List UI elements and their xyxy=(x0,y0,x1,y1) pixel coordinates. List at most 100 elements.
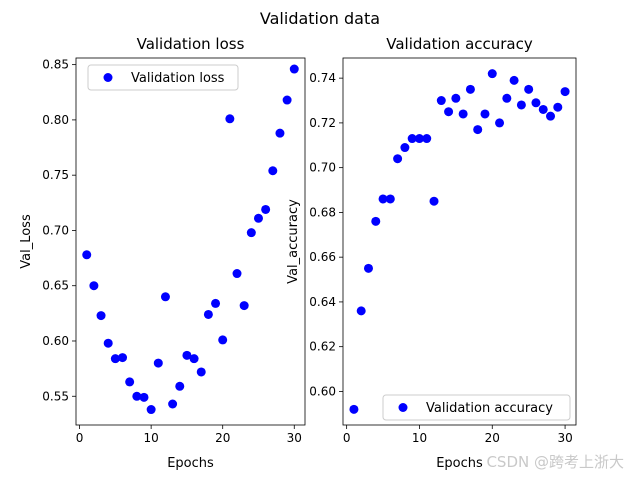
data-point xyxy=(502,93,512,103)
validation-loss-panel: Validation loss 0 10 20 30 0.55 0.60 0.65 0.70 0.… xyxy=(19,35,306,471)
x-tick-label: 30 xyxy=(557,431,572,445)
y-tick-label: 0.70 xyxy=(309,161,336,175)
y-tick-label: 0.60 xyxy=(42,334,69,348)
data-point xyxy=(275,128,285,138)
data-point xyxy=(356,306,366,316)
data-point xyxy=(225,114,235,124)
data-point xyxy=(465,84,475,94)
data-point xyxy=(168,399,178,409)
watermark-text: CSDN @跨考上浙大 xyxy=(486,453,624,471)
y-tick-label: 0.66 xyxy=(309,250,336,264)
data-point xyxy=(509,75,519,85)
data-point xyxy=(246,228,256,238)
data-point xyxy=(82,250,92,260)
data-point xyxy=(96,311,106,321)
data-point xyxy=(110,354,120,364)
data-point xyxy=(371,216,381,226)
data-point xyxy=(89,281,99,291)
data-point xyxy=(436,96,446,106)
axes-frame xyxy=(342,57,577,426)
legend-marker xyxy=(103,73,113,82)
data-point xyxy=(553,102,563,112)
data-point xyxy=(363,263,373,273)
chart-title: Validation loss xyxy=(137,35,245,53)
data-point xyxy=(546,111,556,121)
data-point xyxy=(480,109,490,119)
data-point xyxy=(103,338,113,348)
x-tick-label: 20 xyxy=(485,431,500,445)
data-point xyxy=(378,194,388,204)
data-point xyxy=(516,100,526,110)
x-tick-label: 0 xyxy=(76,431,84,445)
y-tick-label: 0.65 xyxy=(42,279,69,293)
x-tick-label: 30 xyxy=(287,431,302,445)
legend-label: Validation loss xyxy=(131,71,225,86)
data-point xyxy=(125,377,135,387)
y-tick-label: 0.64 xyxy=(309,295,336,309)
data-point xyxy=(531,98,541,108)
y-tick-label: 0.85 xyxy=(42,58,69,72)
data-point xyxy=(175,381,185,391)
data-point xyxy=(182,350,192,360)
legend-box xyxy=(382,394,571,421)
data-point xyxy=(444,107,454,117)
data-point xyxy=(458,109,468,119)
data-point xyxy=(239,301,249,311)
data-point xyxy=(253,213,263,223)
legend-label: Validation accuracy xyxy=(426,401,553,416)
data-point xyxy=(261,204,271,214)
data-point xyxy=(393,154,403,164)
data-point xyxy=(289,64,299,74)
data-point xyxy=(132,391,142,401)
chart-title: Validation accuracy xyxy=(386,35,533,53)
data-point xyxy=(495,118,505,128)
data-point xyxy=(268,166,278,176)
data-point xyxy=(196,367,206,377)
data-point xyxy=(189,354,199,364)
data-point xyxy=(203,309,213,319)
data-point xyxy=(118,353,128,363)
y-axis-label: Val_Loss xyxy=(19,214,34,269)
x-axis-label: Epochs xyxy=(436,456,483,471)
y-tick-label: 0.74 xyxy=(309,71,336,85)
data-point xyxy=(232,269,242,279)
x-tick-label: 10 xyxy=(412,431,427,445)
data-point xyxy=(153,358,163,368)
data-point xyxy=(211,298,221,308)
data-point xyxy=(349,404,359,414)
axes-frame xyxy=(75,57,306,426)
data-point xyxy=(560,87,570,97)
data-point xyxy=(524,84,534,94)
figure-suptitle: Validation data xyxy=(260,9,380,28)
data-point xyxy=(407,134,417,144)
y-tick-label: 0.80 xyxy=(42,113,69,127)
legend-box xyxy=(87,64,239,91)
data-point xyxy=(400,143,410,153)
data-point xyxy=(139,392,149,402)
data-point xyxy=(146,405,156,415)
y-tick-label: 0.68 xyxy=(309,205,336,219)
data-point xyxy=(422,134,432,144)
data-point xyxy=(487,69,497,79)
y-tick-label: 0.70 xyxy=(42,223,69,237)
y-tick-label: 0.62 xyxy=(309,340,336,354)
validation-accuracy-panel: Validation accuracy 0 10 20 30 0.60 0.62 0.64 0.… xyxy=(286,35,577,471)
x-axis-label: Epochs xyxy=(167,456,214,471)
y-tick-label: 0.75 xyxy=(42,168,69,182)
x-tick-label: 20 xyxy=(215,431,230,445)
y-tick-label: 0.60 xyxy=(309,384,336,398)
x-tick-label: 10 xyxy=(144,431,159,445)
data-point xyxy=(429,196,439,206)
data-point xyxy=(451,93,461,103)
y-axis-label: Val_accuracy xyxy=(286,199,301,284)
data-point xyxy=(385,194,395,204)
legend-marker xyxy=(398,403,408,412)
data-point xyxy=(473,125,483,135)
data-point xyxy=(160,292,170,302)
x-tick-label: 0 xyxy=(343,431,351,445)
data-point xyxy=(282,95,292,105)
data-point xyxy=(218,335,228,345)
y-tick-label: 0.55 xyxy=(42,389,69,403)
y-tick-label: 0.72 xyxy=(309,116,336,130)
